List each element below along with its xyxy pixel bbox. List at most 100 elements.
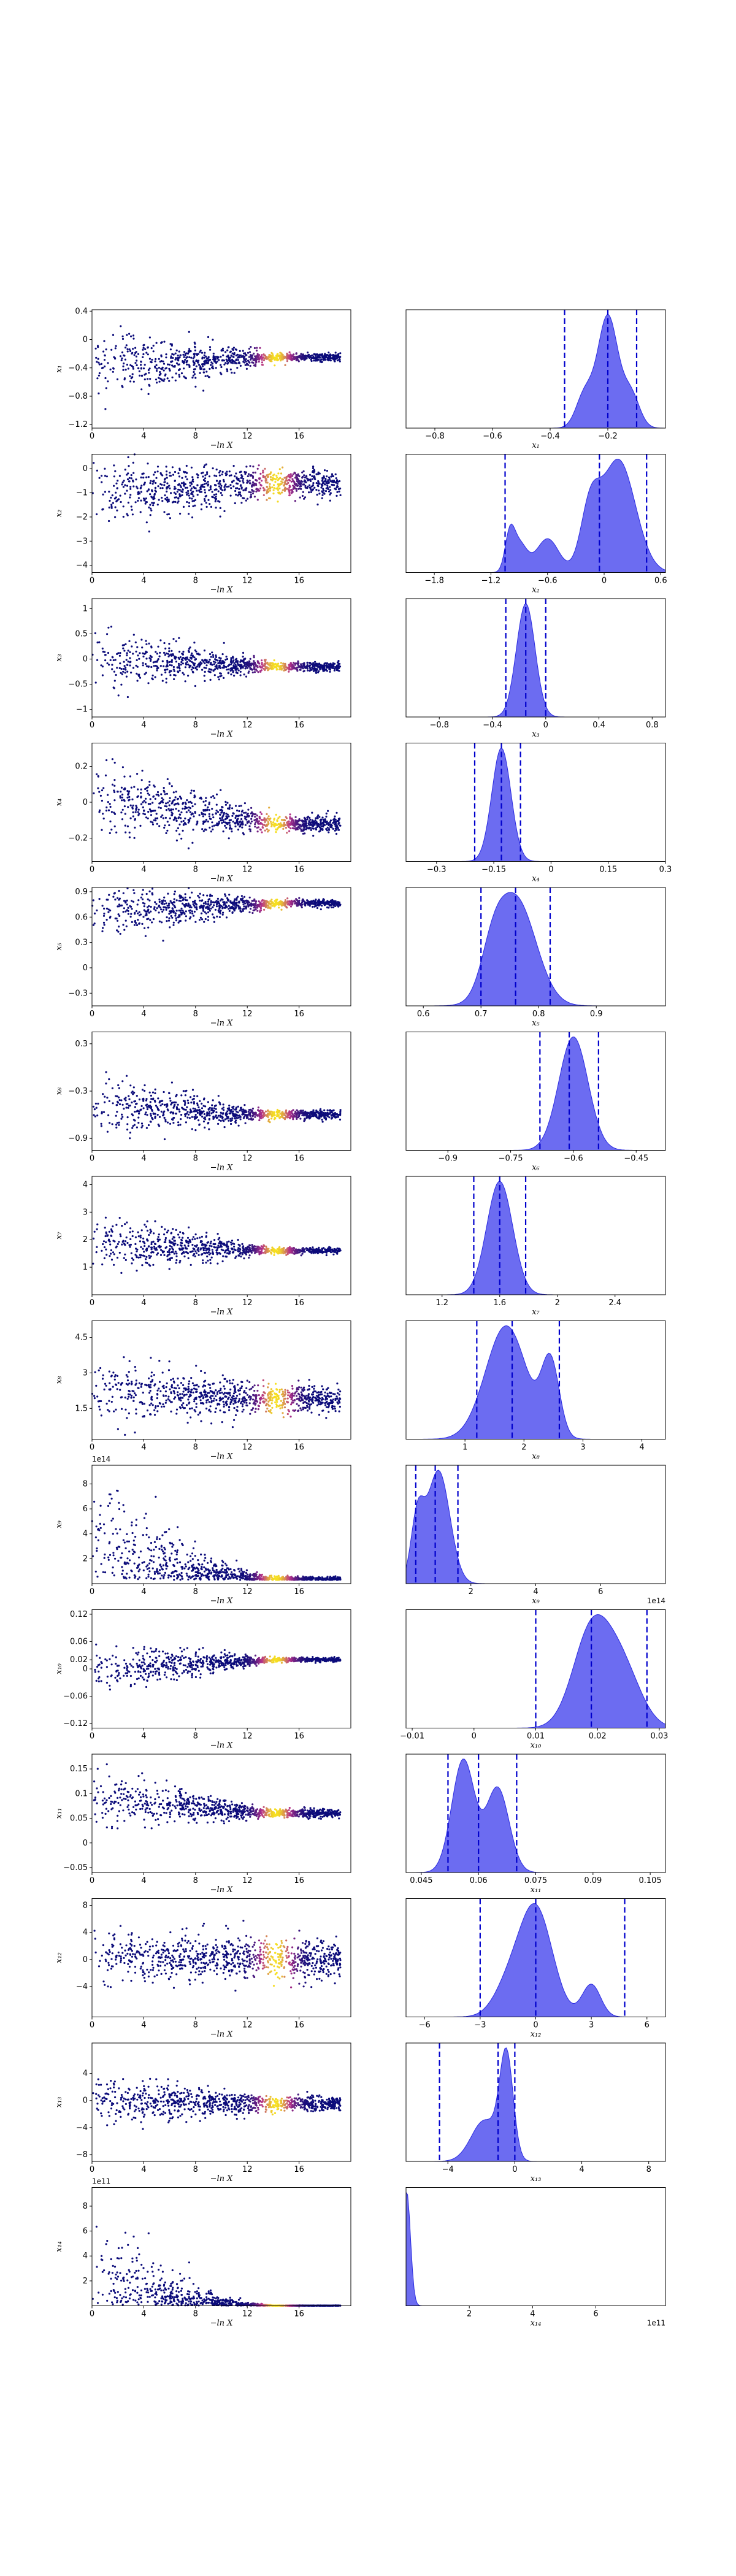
trace-point [194, 377, 197, 379]
trace-point [184, 680, 186, 683]
trace-point [321, 355, 324, 358]
trace-point [113, 799, 116, 802]
trace-point [100, 362, 102, 366]
trace-point [232, 656, 234, 658]
trace-point [134, 641, 137, 643]
trace-point [161, 910, 164, 913]
trace-point [297, 356, 300, 359]
trace-point [256, 665, 259, 667]
trace-point [163, 511, 166, 513]
trace-ylabel-3: x₃ [55, 654, 64, 662]
trace-point [245, 354, 248, 356]
trace-point [326, 666, 328, 669]
trace-point [155, 358, 157, 361]
trace-point [270, 471, 272, 473]
trace-point [150, 347, 153, 350]
trace-point [214, 901, 217, 903]
trace-point [250, 807, 253, 809]
trace-point [213, 797, 216, 799]
trace-point [233, 675, 236, 677]
trace-point [258, 464, 260, 467]
trace-point [212, 828, 214, 830]
trace-point [316, 353, 319, 356]
trace-point [119, 932, 121, 935]
trace-point [173, 488, 175, 490]
trace-point [285, 817, 288, 819]
trace-point [224, 472, 227, 475]
trace-xtick-label: 4 [141, 432, 146, 441]
trace-point [304, 826, 306, 829]
trace-point [171, 811, 173, 814]
trace-point [124, 824, 126, 827]
trace-point [215, 499, 217, 501]
trace-point [178, 356, 181, 359]
trace-point [299, 819, 301, 822]
trace-point [163, 826, 166, 829]
trace-point [93, 792, 95, 795]
trace-point [165, 832, 167, 834]
trace-point [194, 811, 196, 813]
trace-point [211, 491, 213, 493]
trace-point [258, 900, 260, 903]
trace-point [140, 367, 143, 369]
trace-point [324, 483, 326, 486]
trace-point [231, 481, 234, 483]
trace-point [131, 645, 133, 648]
trace-point [317, 471, 320, 473]
trace-point [233, 352, 236, 355]
trace-point [178, 637, 180, 639]
trace-point [228, 910, 231, 912]
trace-point [116, 509, 118, 512]
trace-point [324, 479, 327, 481]
trace-point [183, 822, 186, 824]
trace-point [253, 662, 255, 665]
trace-point [182, 807, 184, 810]
trace-point [96, 469, 98, 472]
trace-point [177, 355, 179, 357]
trace-point [279, 667, 282, 670]
trace-point [201, 357, 204, 360]
trace-point [158, 358, 160, 360]
trace-xtick-label: 16 [294, 577, 304, 586]
trace-point [170, 914, 172, 918]
trace-point [140, 485, 143, 487]
trace-point [225, 827, 228, 829]
trace-point [232, 485, 235, 488]
trace-point [318, 489, 320, 492]
trace-point [139, 511, 142, 513]
trace-point [222, 359, 224, 362]
trace-point [164, 793, 166, 795]
trace-point [242, 656, 244, 658]
trace-point [160, 354, 163, 356]
trace-point [165, 908, 167, 911]
trace-point [126, 1129, 129, 1131]
trace-point [108, 506, 110, 509]
trace-point [97, 358, 99, 360]
trace-point [240, 502, 243, 504]
trace-point [257, 671, 259, 673]
trace-point [284, 364, 286, 366]
trace-point [221, 907, 224, 910]
trace-point [212, 339, 214, 341]
density-xtick-label: 0 [548, 865, 553, 875]
trace-point [145, 640, 147, 642]
trace-point [161, 800, 163, 802]
trace-ylabel-1: x₁ [55, 365, 64, 373]
trace-point [231, 372, 233, 374]
trace-point [179, 656, 182, 659]
trace-point [217, 897, 219, 900]
trace-point [193, 361, 195, 364]
trace-point [295, 489, 298, 492]
trace-point [327, 356, 329, 359]
trace-point [106, 662, 109, 665]
trace-point [332, 903, 334, 905]
trace-point [332, 665, 335, 668]
trace-point [160, 816, 163, 818]
trace-point [223, 821, 225, 823]
trace-point [299, 902, 301, 905]
trace-point [275, 903, 277, 906]
trace-point [220, 898, 223, 900]
trace-point [202, 822, 205, 825]
trace-point [109, 820, 112, 822]
trace-point [171, 364, 174, 367]
